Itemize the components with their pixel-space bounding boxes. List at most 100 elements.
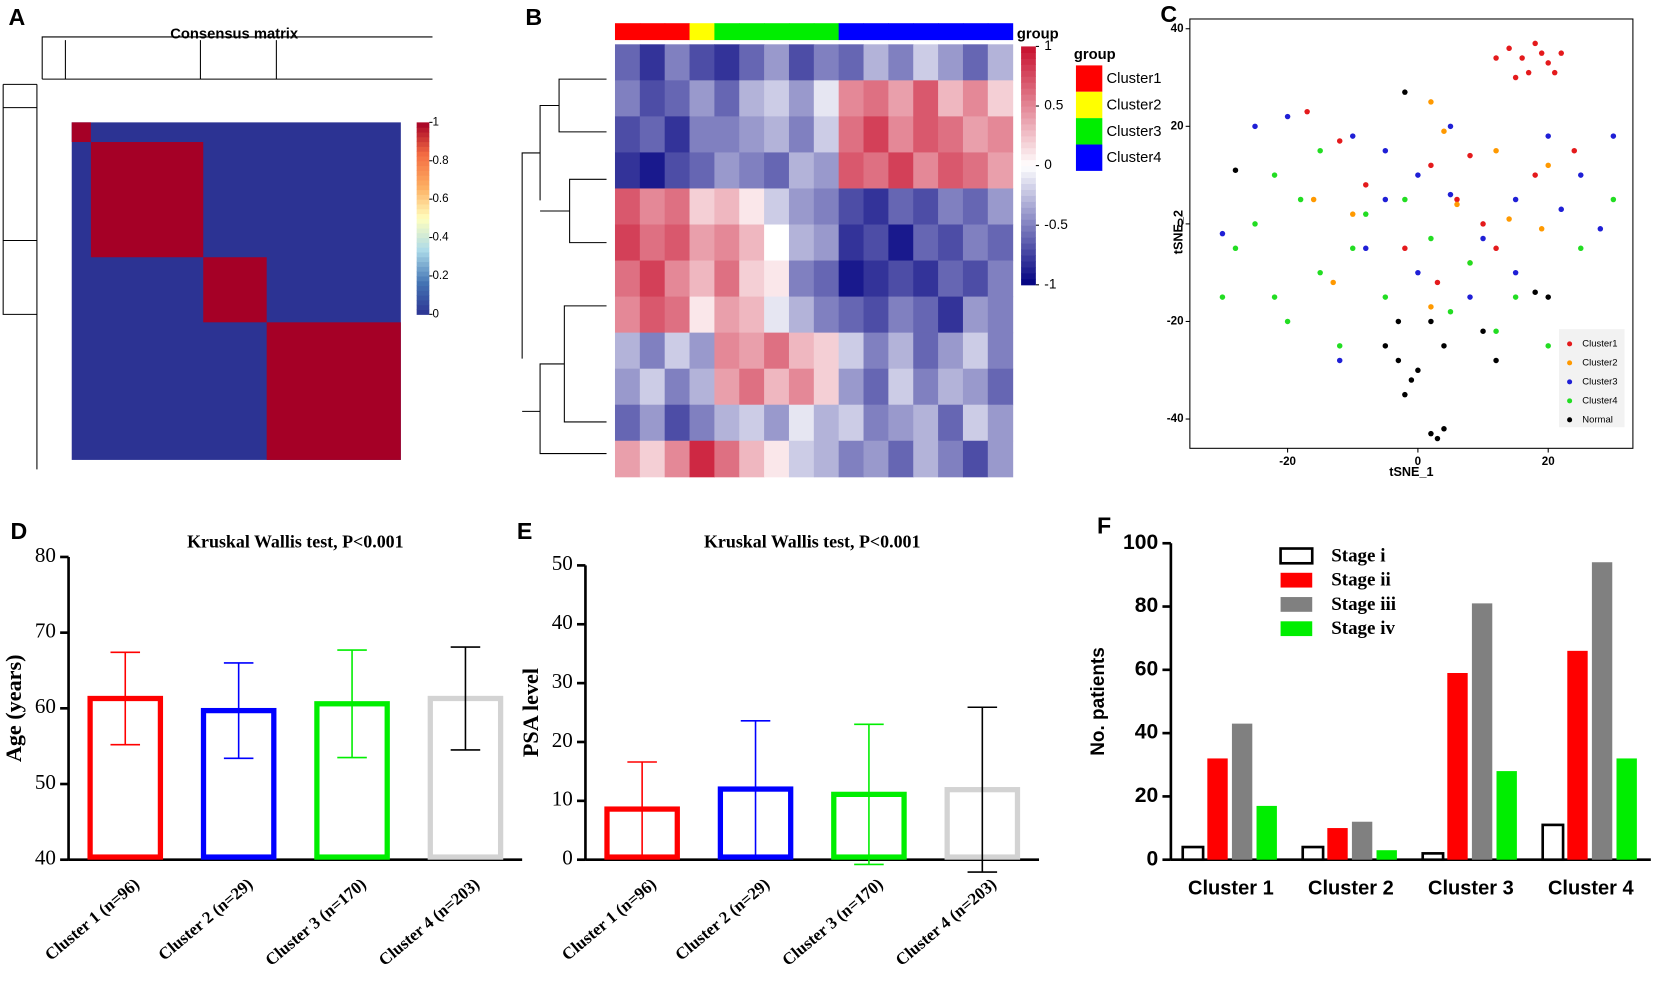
heatmap-cell xyxy=(689,224,715,262)
heatmap-cell xyxy=(863,116,889,153)
x-tick-label: Cluster 3 (n=170) xyxy=(778,874,886,969)
heatmap-cell xyxy=(813,188,840,226)
colorbar-label: 0 xyxy=(432,307,438,320)
point xyxy=(1538,50,1545,56)
colorbar-label: 0.4 xyxy=(432,231,449,244)
heatmap-cell xyxy=(788,224,815,262)
point xyxy=(1597,226,1604,232)
heatmap-cell xyxy=(888,116,914,153)
heatmap-cell xyxy=(639,116,666,153)
point xyxy=(1519,55,1525,61)
heatmap-cell xyxy=(888,188,914,226)
colorbar-segment xyxy=(416,179,430,186)
heatmap-cell xyxy=(838,368,865,406)
colorbar-segment xyxy=(1021,278,1036,286)
heatmap-cell xyxy=(664,296,691,334)
bar xyxy=(1351,821,1373,860)
error-bar xyxy=(450,646,481,751)
colorbar-segment xyxy=(1021,249,1036,256)
colorbar-segment xyxy=(416,275,430,282)
x-axis-label: tSNE_1 xyxy=(1389,465,1433,479)
group-annotation xyxy=(813,23,840,41)
heatmap-cell xyxy=(639,152,666,189)
point xyxy=(1512,196,1519,203)
heatmap-cell xyxy=(813,368,840,406)
colorbar-segment xyxy=(1021,153,1036,161)
point xyxy=(1545,162,1551,169)
heatmap-cell xyxy=(689,188,715,226)
colorbar-segment xyxy=(416,189,430,195)
legend-label: Cluster1 xyxy=(1582,338,1617,349)
point xyxy=(1525,69,1532,76)
y-tick-label: 40 xyxy=(1135,721,1158,744)
y-axis-label: Age (years) xyxy=(1,655,26,763)
heatmap-cell xyxy=(788,44,815,81)
heatmap-cell xyxy=(764,152,790,189)
heatmap-cell xyxy=(838,152,865,189)
group-annotation xyxy=(664,23,691,41)
colorbar-segment xyxy=(416,122,430,128)
heatmap-cell xyxy=(639,296,666,334)
heatmap-cell xyxy=(714,368,740,406)
colorbar-segment xyxy=(1021,88,1036,95)
error-bar xyxy=(854,723,884,866)
colorbar-segment xyxy=(416,227,430,234)
heatmap-cell xyxy=(987,44,1014,81)
heatmap-cell xyxy=(987,80,1014,117)
point xyxy=(1382,294,1389,300)
group-annotation xyxy=(838,23,865,41)
heatmap-cell xyxy=(788,260,815,298)
heatmap-cell xyxy=(614,116,641,153)
heatmap-cell xyxy=(689,260,715,298)
point xyxy=(1480,221,1486,227)
colorbar-segment xyxy=(416,136,430,143)
heatmap-cell xyxy=(888,44,914,81)
bar xyxy=(1301,845,1325,862)
heatmap-cell xyxy=(863,224,889,262)
legend-label: Stage iv xyxy=(1331,618,1395,639)
error-bar xyxy=(110,651,141,746)
heatmap-cell xyxy=(938,188,964,226)
heatmap-cell xyxy=(962,404,989,442)
point xyxy=(1317,147,1323,154)
heatmap-cell xyxy=(689,80,715,117)
heatmap-cell xyxy=(664,152,691,189)
point xyxy=(1402,245,1408,252)
colorbar-segment xyxy=(416,232,430,239)
point xyxy=(1493,147,1499,154)
point xyxy=(1434,279,1441,286)
colorbar-segment xyxy=(1021,129,1036,137)
heatmap-cell xyxy=(863,296,889,334)
y-tick-label: 20 xyxy=(1135,784,1158,807)
colorbar-label: 0.5 xyxy=(1044,98,1063,113)
heatmap-cell xyxy=(714,80,740,117)
point xyxy=(1350,133,1356,139)
top-dendrogram xyxy=(41,36,433,80)
heatmap-cell xyxy=(888,368,914,406)
heatmap-cell xyxy=(962,116,989,153)
colorbar-segment xyxy=(416,203,430,210)
colorbar-segment xyxy=(1021,141,1036,149)
y-tick-label: -20 xyxy=(1167,315,1184,328)
bar xyxy=(1591,562,1613,860)
point xyxy=(1428,162,1434,169)
point xyxy=(1493,328,1499,334)
heatmap-cell xyxy=(739,188,765,226)
heatmap-cell xyxy=(888,440,914,478)
heatmap-cell xyxy=(913,368,939,406)
heatmap-cell xyxy=(913,260,939,298)
point xyxy=(1317,269,1323,276)
x-tick-label: Cluster 3 (n=170) xyxy=(261,874,369,969)
colorbar-label: 0.2 xyxy=(432,269,448,282)
point xyxy=(1232,167,1239,173)
legend-swatch xyxy=(1075,144,1103,171)
heatmap-cell xyxy=(739,440,765,478)
heatmap-cell xyxy=(863,80,889,117)
heatmap-cell xyxy=(838,404,865,442)
point xyxy=(1467,152,1473,159)
x-tick-label: Cluster 2 (n=29) xyxy=(671,874,773,964)
heatmap-cell xyxy=(962,440,989,478)
point xyxy=(1512,74,1519,81)
point xyxy=(1271,294,1278,300)
heatmap-cell xyxy=(664,188,691,226)
